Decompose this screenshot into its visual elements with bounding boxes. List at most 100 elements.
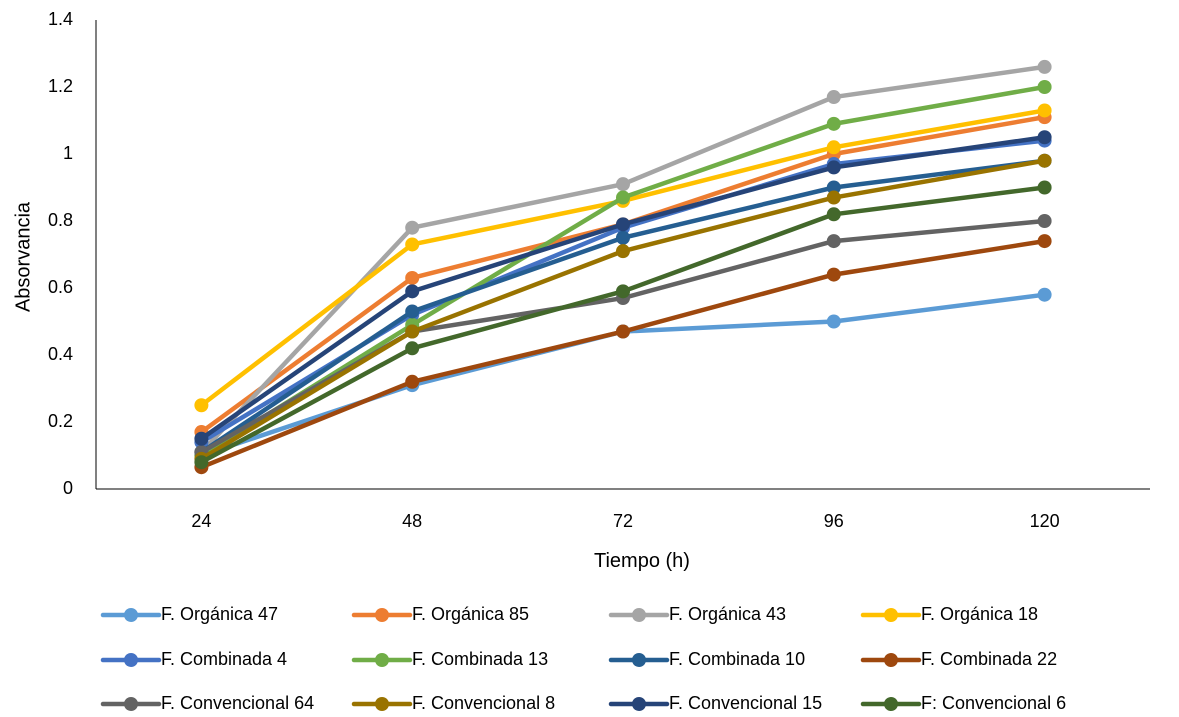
legend-label: F. Combinada 13: [412, 649, 548, 669]
y-tick-label: 1.4: [48, 9, 73, 29]
x-axis-title: Tiempo (h): [594, 550, 690, 572]
data-point: [194, 398, 209, 413]
data-point: [826, 160, 841, 175]
legend-swatch-marker: [884, 608, 898, 622]
x-tick-label: 48: [402, 511, 422, 531]
data-point: [194, 431, 209, 446]
legend-swatch-marker: [124, 697, 138, 711]
data-point: [826, 207, 841, 222]
legend-swatch-marker: [632, 653, 646, 667]
data-point: [616, 284, 630, 299]
data-point: [405, 341, 420, 356]
legend-swatch-marker: [632, 697, 646, 711]
data-point: [1037, 153, 1052, 168]
data-point: [405, 237, 420, 252]
data-point: [826, 180, 841, 195]
data-point: [826, 314, 841, 329]
series-line: [199, 238, 1047, 470]
data-point: [405, 374, 420, 389]
legend-item: F. Orgánica 47: [100, 604, 278, 624]
x-tick-label: 120: [1030, 511, 1060, 531]
legend-swatch-marker: [632, 608, 646, 622]
legend-swatch-marker: [375, 697, 389, 711]
data-point: [1037, 59, 1052, 74]
legend-item: F: Convencional 6: [860, 693, 1066, 713]
legend-label: F. Combinada 22: [921, 649, 1057, 669]
y-tick-label: 0.2: [48, 411, 73, 431]
y-tick-label: 1.2: [48, 76, 73, 96]
legend: F. Orgánica 47 F. Orgánica 85 F. Orgánica …: [100, 604, 1066, 713]
data-point: [1037, 180, 1052, 195]
series: [194, 130, 1052, 446]
data-point: [1037, 130, 1052, 145]
y-tick-label: 0.6: [48, 277, 73, 297]
series: [194, 234, 1052, 475]
legend-label: F. Combinada 4: [161, 649, 287, 669]
data-point: [826, 90, 841, 105]
x-tick-label: 96: [824, 511, 844, 531]
legend-item: F. Orgánica 43: [608, 604, 786, 624]
y-axis-title-group: Absorvancia: [12, 201, 34, 312]
series: [194, 110, 1052, 440]
data-point: [826, 267, 841, 282]
series: [194, 153, 1052, 466]
legend-item: F. Convencional 15: [608, 693, 822, 713]
legend-swatch-marker: [884, 653, 898, 667]
data-point: [616, 190, 630, 205]
legend-label: F: Convencional 6: [921, 693, 1066, 713]
data-point: [405, 304, 420, 319]
data-point: [1037, 287, 1052, 302]
legend-item: F. Combinada 13: [351, 649, 548, 669]
data-point: [826, 116, 841, 131]
data-point: [826, 140, 841, 155]
legend-item: F. Orgánica 18: [860, 604, 1038, 624]
data-point: [405, 324, 420, 339]
data-point: [616, 230, 630, 245]
data-point: [616, 324, 630, 339]
legend-swatch-marker: [375, 653, 389, 667]
series-line: [199, 84, 1047, 458]
legend-swatch-marker: [124, 608, 138, 622]
legend-label: F. Orgánica 18: [921, 604, 1038, 624]
legend-swatch-marker: [375, 608, 389, 622]
legend-label: F. Orgánica 47: [161, 604, 278, 624]
legend-item: F. Combinada 4: [100, 649, 287, 669]
legend-swatch-marker: [124, 653, 138, 667]
x-tick-label: 24: [191, 511, 211, 531]
series: [194, 180, 1052, 470]
legend-label: F. Convencional 8: [412, 693, 555, 713]
data-point: [826, 190, 841, 205]
y-tick-label: 0.4: [48, 344, 73, 364]
data-point: [616, 244, 630, 259]
legend-label: F. Combinada 10: [669, 649, 805, 669]
legend-item: F. Convencional 8: [351, 693, 555, 713]
data-point: [1037, 103, 1052, 118]
legend-item: F. Combinada 22: [860, 649, 1057, 669]
y-tick-label: 0: [63, 478, 73, 498]
data-point: [1037, 234, 1052, 249]
series-layer: [194, 59, 1052, 475]
data-point: [405, 284, 420, 299]
legend-item: F. Convencional 64: [100, 693, 314, 713]
legend-label: F. Orgánica 85: [412, 604, 529, 624]
legend-swatch-marker: [884, 697, 898, 711]
legend-item: F. Orgánica 85: [351, 604, 529, 624]
data-point: [405, 220, 420, 235]
legend-label: F. Convencional 64: [161, 693, 314, 713]
legend-label: F. Convencional 15: [669, 693, 822, 713]
y-axis-title: Absorvancia: [12, 201, 34, 312]
data-point: [405, 270, 420, 285]
data-point: [616, 217, 630, 232]
x-tick-label: 72: [613, 511, 633, 531]
legend-item: F. Combinada 10: [608, 649, 805, 669]
data-point: [616, 177, 630, 192]
y-tick-label: 0.8: [48, 210, 73, 230]
data-point: [194, 455, 209, 470]
legend-label: F. Orgánica 43: [669, 604, 786, 624]
y-tick-labels: 0 0.2 0.4 0.6 0.8 1 1.2 1.4: [48, 9, 73, 498]
data-point: [1037, 214, 1052, 228]
data-point: [1037, 80, 1052, 94]
y-tick-label: 1: [63, 143, 73, 163]
data-point: [826, 234, 841, 249]
